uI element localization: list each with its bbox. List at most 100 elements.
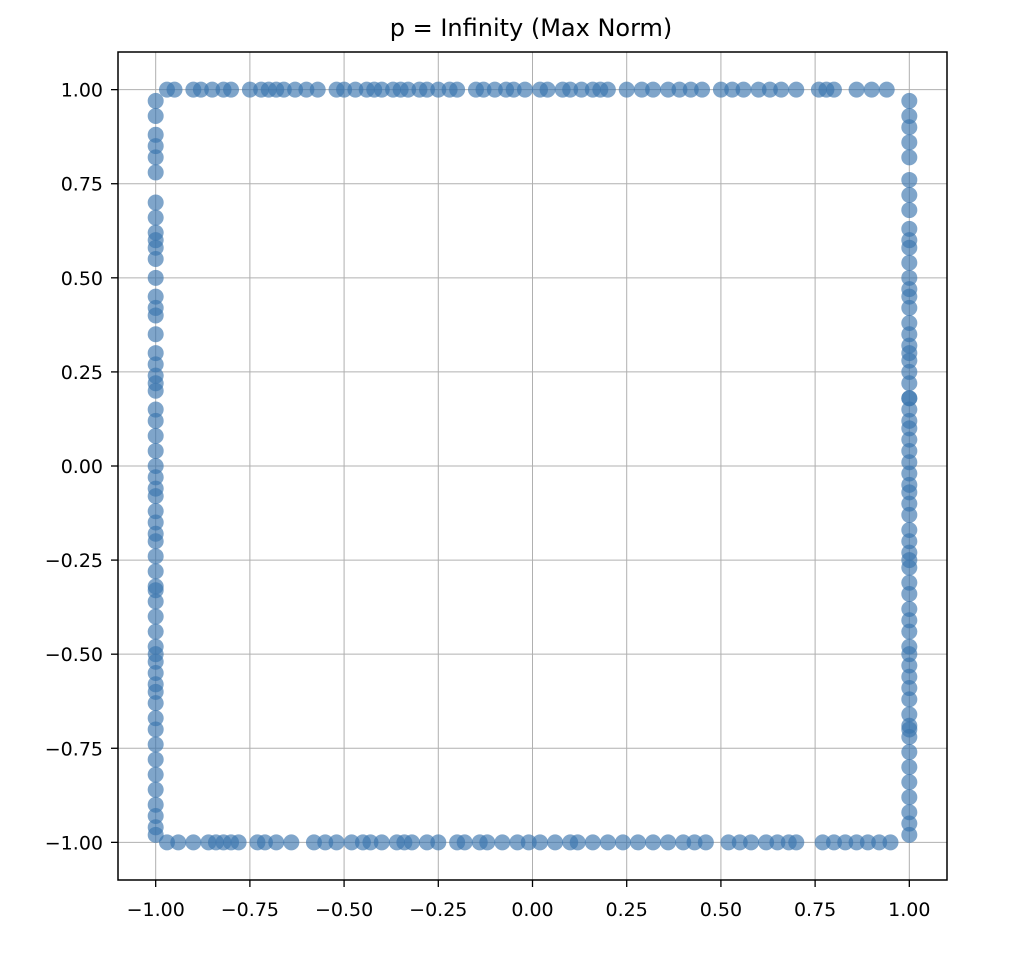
data-point [633,81,650,98]
data-point [147,356,164,373]
data-point [475,81,492,98]
data-point [516,81,533,98]
data-point [147,710,164,727]
data-point [147,209,164,226]
data-point [720,834,737,851]
data-point [147,503,164,520]
data-point [147,826,164,843]
data-point [645,81,662,98]
data-point [562,81,579,98]
data-point [901,375,918,392]
data-point [147,288,164,305]
data-point [147,251,164,267]
data-point [618,81,635,98]
data-point [660,81,677,98]
data-point [147,608,164,625]
data-point [901,759,918,776]
data-point [147,480,164,497]
data-point [147,736,164,753]
data-point [599,81,616,98]
x-tick-label: 0.25 [606,899,648,921]
data-point [147,751,164,768]
data-point [223,81,240,98]
data-point [569,834,586,851]
data-point [298,81,315,98]
data-point [901,220,918,237]
y-tick-label: 0.00 [61,456,103,478]
data-point [486,81,503,98]
data-point [901,288,918,305]
data-point [697,834,714,851]
data-point [901,202,918,219]
data-point [901,826,918,843]
data-point [336,81,353,98]
data-point [901,149,918,166]
data-point [901,254,918,271]
data-point [871,834,888,851]
data-point [901,495,918,512]
data-point [147,766,164,783]
data-point [878,81,895,98]
data-point [275,81,292,98]
data-point [373,81,390,98]
data-point [456,834,473,851]
data-point [166,81,183,98]
data-point [362,834,379,851]
data-point [901,187,918,204]
x-tick-label: 0.50 [700,899,742,921]
data-point [901,506,918,523]
data-point [901,134,918,151]
data-point [494,834,511,851]
y-tick-label: 0.50 [61,268,103,290]
data-point [147,401,164,418]
data-point [400,81,417,98]
data-point [147,781,164,798]
data-point [682,81,699,98]
data-point [901,623,918,640]
data-point [645,834,662,851]
data-point [147,126,164,143]
data-point [901,789,918,806]
data-point [599,834,616,851]
data-point [147,269,164,286]
y-tick-label: −0.50 [45,644,103,666]
data-point [694,81,711,98]
data-point [147,149,164,166]
data-point [788,834,805,851]
data-point [675,834,692,851]
data-point [901,612,918,629]
data-point [283,834,300,851]
data-point [901,744,918,761]
data-point [185,834,202,851]
data-point [901,533,918,550]
data-point [403,834,420,851]
data-point [901,345,918,362]
data-point [724,81,741,98]
data-point [901,401,918,418]
data-point [584,834,601,851]
data-point [901,314,918,331]
data-point [532,834,549,851]
y-axis: −1.00 −0.75 −0.50 −0.25 0.00 0.25 0.50 0.75 1.00 [45,80,118,854]
y-tick-label: −0.75 [45,738,103,760]
data-point [671,81,688,98]
data-point [147,563,164,580]
data-point [147,442,164,459]
x-tick-label: −0.75 [221,899,279,921]
data-point [147,345,164,362]
data-point [769,834,786,851]
data-point [343,834,360,851]
data-point [147,525,164,542]
data-point [147,458,164,474]
data-point [147,232,164,249]
data-point [901,171,918,188]
data-point [547,834,564,851]
x-tick-label: −0.25 [409,899,467,921]
data-point [901,552,918,569]
data-point [147,299,164,316]
data-point [520,834,537,851]
data-point [147,412,164,429]
data-point [147,808,164,825]
